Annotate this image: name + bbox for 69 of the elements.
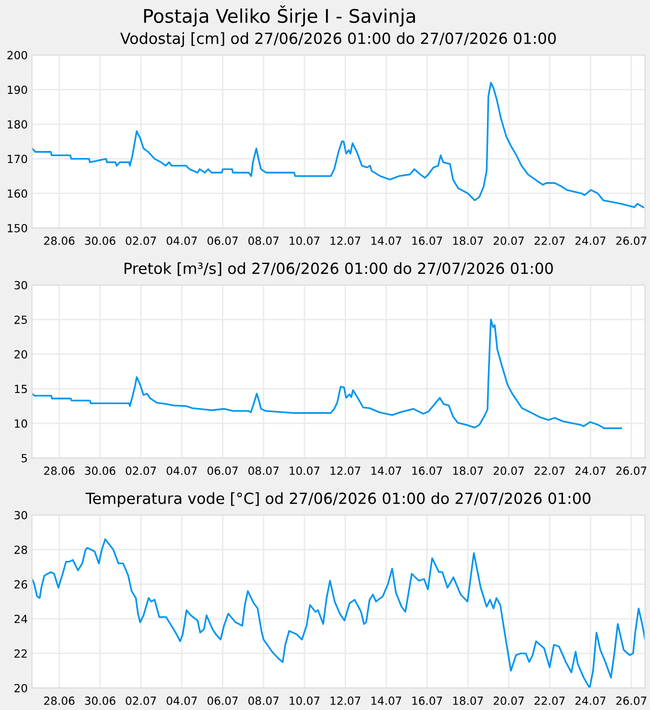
y-tick-label: 20 xyxy=(14,350,28,359)
x-tick-label: 10.07 xyxy=(290,466,320,475)
chart-subtitle: Vodostaj [cm] od 27/06/2026 01:00 do 27/07/2026 01:00 xyxy=(120,32,556,48)
x-tick-label: 02.07 xyxy=(126,466,156,475)
x-tick-label: 26.07 xyxy=(616,236,646,245)
x-tick-label: 26.07 xyxy=(616,466,646,475)
x-tick-label: 24.07 xyxy=(575,236,606,245)
x-tick-label: 30.06 xyxy=(85,236,116,245)
x-tick-label: 02.07 xyxy=(126,236,156,245)
x-tick-label: 20.07 xyxy=(494,466,524,475)
y-tick-label: 5 xyxy=(22,454,27,462)
x-tick-label: 12.07 xyxy=(330,696,360,705)
y-tick-label: 150 xyxy=(8,224,28,232)
x-tick-label: 18.07 xyxy=(453,466,483,475)
x-tick-label: 18.07 xyxy=(453,696,483,705)
y-tick-label: 200 xyxy=(7,50,28,60)
chart-title: Pretok [m³/s] od 27/06/2026 01:00 do 27/07/2026 01:00 xyxy=(124,262,553,276)
x-tick-label: 10.07 xyxy=(290,236,320,245)
line-series xyxy=(32,318,622,430)
x-tick-label: 16.07 xyxy=(412,236,442,245)
y-tick-label: 28 xyxy=(14,546,28,554)
x-tick-label: 14.07 xyxy=(371,696,402,705)
x-tick-label: 22.07 xyxy=(534,236,565,245)
x-tick-label: 06.07 xyxy=(208,466,238,475)
chart-title: Temperatura vode [°C] od 27/06/2026 01:00 do 27/07/2026 01:00 xyxy=(86,492,590,508)
x-tick-label: 22.07 xyxy=(534,696,565,705)
y-tick-label: 190 xyxy=(8,86,28,94)
x-tick-label: 04.07 xyxy=(166,696,197,705)
y-tick-label: 170 xyxy=(8,154,28,164)
x-tick-label: 02.07 xyxy=(126,696,156,705)
y-tick-label: 10 xyxy=(14,419,28,428)
x-tick-label: 28.06 xyxy=(44,466,74,475)
x-tick-label: 06.07 xyxy=(208,236,238,245)
chart-title: Postaja Veliko Širje I - Savinja xyxy=(144,5,415,27)
y-tick-label: 15 xyxy=(14,384,27,394)
y-tick-label: 25 xyxy=(14,316,27,324)
y-tick-label: 22 xyxy=(14,649,27,658)
x-tick-label: 16.07 xyxy=(412,466,442,475)
x-tick-label: 10.07 xyxy=(290,696,320,705)
x-tick-label: 08.07 xyxy=(248,236,279,245)
x-tick-label: 24.07 xyxy=(575,466,606,475)
y-tick-label: 160 xyxy=(8,189,28,198)
x-tick-label: 24.07 xyxy=(575,696,606,705)
x-tick-label: 04.07 xyxy=(166,466,197,475)
x-tick-label: 14.07 xyxy=(371,466,402,475)
x-tick-label: 22.07 xyxy=(534,466,565,475)
x-tick-label: 08.07 xyxy=(248,466,279,475)
x-tick-label: 30.06 xyxy=(85,696,116,705)
y-tick-label: 26 xyxy=(14,580,28,589)
x-tick-label: 28.06 xyxy=(44,696,74,705)
y-tick-label: 24 xyxy=(14,614,28,624)
x-tick-label: 12.07 xyxy=(330,236,360,245)
x-tick-label: 30.06 xyxy=(85,466,116,475)
line-series xyxy=(32,82,644,208)
y-tick-label: 180 xyxy=(8,120,28,129)
x-tick-label: 18.07 xyxy=(453,236,483,245)
y-tick-label: 30 xyxy=(14,510,28,520)
x-tick-label: 08.07 xyxy=(248,696,279,705)
x-tick-label: 20.07 xyxy=(494,236,524,245)
x-tick-label: 26.07 xyxy=(616,696,646,705)
y-tick-label: 20 xyxy=(14,684,28,692)
x-tick-label: 04.07 xyxy=(166,236,197,245)
x-tick-label: 14.07 xyxy=(371,236,402,245)
y-tick-label: 30 xyxy=(14,280,28,290)
x-tick-label: 12.07 xyxy=(330,466,360,475)
x-tick-label: 16.07 xyxy=(412,696,442,705)
x-tick-label: 06.07 xyxy=(208,696,238,705)
x-tick-label: 28.06 xyxy=(44,236,74,245)
x-tick-label: 20.07 xyxy=(494,696,524,705)
